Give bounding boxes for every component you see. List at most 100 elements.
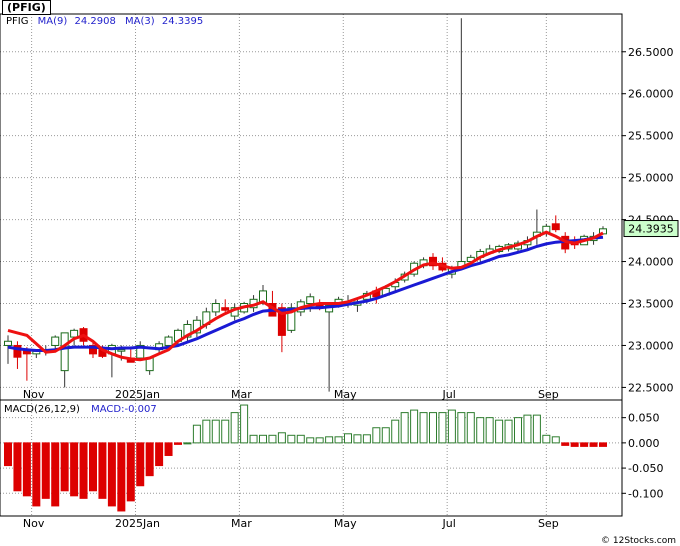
price-xtick-label: May xyxy=(334,388,357,401)
macd-ytick-label: 0.000 xyxy=(628,437,660,450)
price-gridlines xyxy=(0,14,622,400)
macd-bar xyxy=(136,442,145,487)
macd-bar xyxy=(145,442,154,477)
macd-bar xyxy=(155,442,164,467)
macd-legend-value: MACD:-0.007 xyxy=(91,404,157,415)
macd-legend-label: MACD(26,12,9) xyxy=(4,404,80,415)
ma3-line xyxy=(7,230,604,362)
candle-body xyxy=(277,307,286,336)
macd-bar xyxy=(438,412,447,444)
candle-body xyxy=(164,336,173,346)
price-ytick-label: 25.5000 xyxy=(628,130,674,143)
macd-bar xyxy=(183,442,192,445)
macd-bar xyxy=(400,412,409,444)
macd-bar xyxy=(117,442,126,512)
candle-body xyxy=(429,256,437,267)
macd-bar xyxy=(514,417,522,444)
candle-body xyxy=(551,223,560,231)
price-ytick-label: 23.5000 xyxy=(628,298,674,311)
macd-bar xyxy=(315,437,324,444)
macd-bar xyxy=(410,409,419,444)
macd-gridlines xyxy=(0,400,622,516)
price-ytick-label: 25.0000 xyxy=(628,172,674,185)
macd-bar xyxy=(13,442,22,492)
macd-bar xyxy=(391,419,400,444)
macd-bar xyxy=(174,442,182,445)
macd-bar xyxy=(89,442,97,492)
macd-histogram xyxy=(4,404,607,512)
macd-xtick-label: Nov xyxy=(23,517,45,530)
candle-body xyxy=(211,303,220,313)
macd-bar xyxy=(70,442,79,497)
macd-bar xyxy=(580,442,589,447)
macd-bar xyxy=(334,436,343,444)
macd-bar xyxy=(306,437,315,444)
candle-body xyxy=(136,344,145,359)
candle-body xyxy=(221,307,230,311)
macd-bar xyxy=(22,442,31,497)
last-price-label: 24.3935 xyxy=(628,223,674,236)
price-ytick-label: 26.5000 xyxy=(628,46,674,59)
macd-bar xyxy=(32,442,41,507)
macd-bar xyxy=(79,442,88,499)
macd-x-axis: Nov 2025Jan Mar May Jul Sep xyxy=(23,517,559,530)
macd-bar xyxy=(60,442,69,492)
candle-body xyxy=(287,307,296,331)
macd-y-axis: 0.050 0.000 -0.050 -0.100 xyxy=(622,412,663,500)
candlestick-series xyxy=(4,18,607,392)
macd-bar xyxy=(344,433,352,444)
macd-bar xyxy=(296,434,305,444)
macd-xtick-label: May xyxy=(334,517,357,530)
macd-bar xyxy=(381,427,390,444)
macd-bar xyxy=(419,412,428,444)
macd-panel-frame xyxy=(0,399,623,517)
price-ytick-label: 22.5000 xyxy=(628,381,674,394)
macd-ytick-label: 0.050 xyxy=(628,412,660,425)
macd-bar xyxy=(259,434,267,444)
macd-bar xyxy=(429,412,437,444)
macd-legend: MACD(26,12,9) MACD:-0.007 xyxy=(4,404,157,415)
macd-bar xyxy=(287,434,296,444)
macd-bar xyxy=(230,412,239,444)
ma9-line xyxy=(7,235,604,352)
macd-bar xyxy=(126,442,135,502)
macd-bar xyxy=(4,442,12,467)
macd-bar xyxy=(457,412,466,444)
macd-bar xyxy=(551,436,560,444)
macd-bar xyxy=(98,442,107,499)
candle-body xyxy=(13,344,22,358)
legend-ma3-value: 24.3395 xyxy=(162,16,203,27)
price-xtick-label: Sep xyxy=(538,388,559,401)
price-legend: PFIG MA(9) 24.2908 MA(3) 24.3395 xyxy=(6,16,203,27)
macd-bar xyxy=(192,424,201,444)
last-price-box: 24.3935 xyxy=(623,220,679,238)
price-xtick-label: Nov xyxy=(23,388,45,401)
candle-body xyxy=(89,344,97,355)
macd-bar xyxy=(107,442,116,507)
macd-bar xyxy=(277,432,286,444)
candle-body xyxy=(4,340,12,346)
macd-bar xyxy=(570,442,579,447)
chart-title: (PFIG) xyxy=(2,0,51,15)
legend-ma3-label: MA(3) xyxy=(125,16,155,27)
macd-ytick-label: -0.050 xyxy=(628,462,663,475)
price-xtick-label: Jul xyxy=(442,388,456,401)
macd-bar xyxy=(353,434,362,444)
macd-bar xyxy=(268,434,277,444)
candle-body xyxy=(117,349,126,352)
macd-bar xyxy=(495,419,504,444)
legend-ma9-label: MA(9) xyxy=(38,16,68,27)
macd-bar xyxy=(221,419,230,444)
macd-bar xyxy=(447,409,456,444)
macd-bar xyxy=(504,419,513,444)
macd-xtick-label: Mar xyxy=(231,517,252,530)
legend-symbol: PFIG xyxy=(6,16,28,27)
macd-bar xyxy=(51,442,60,507)
price-xtick-label: 2025Jan xyxy=(115,388,160,401)
macd-bar xyxy=(523,414,532,444)
legend-ma9-value: 24.2908 xyxy=(75,16,116,27)
candle-body xyxy=(51,336,60,346)
copyright-credit: © 12Stocks.com xyxy=(601,536,676,546)
price-ytick-label: 23.0000 xyxy=(628,339,674,352)
